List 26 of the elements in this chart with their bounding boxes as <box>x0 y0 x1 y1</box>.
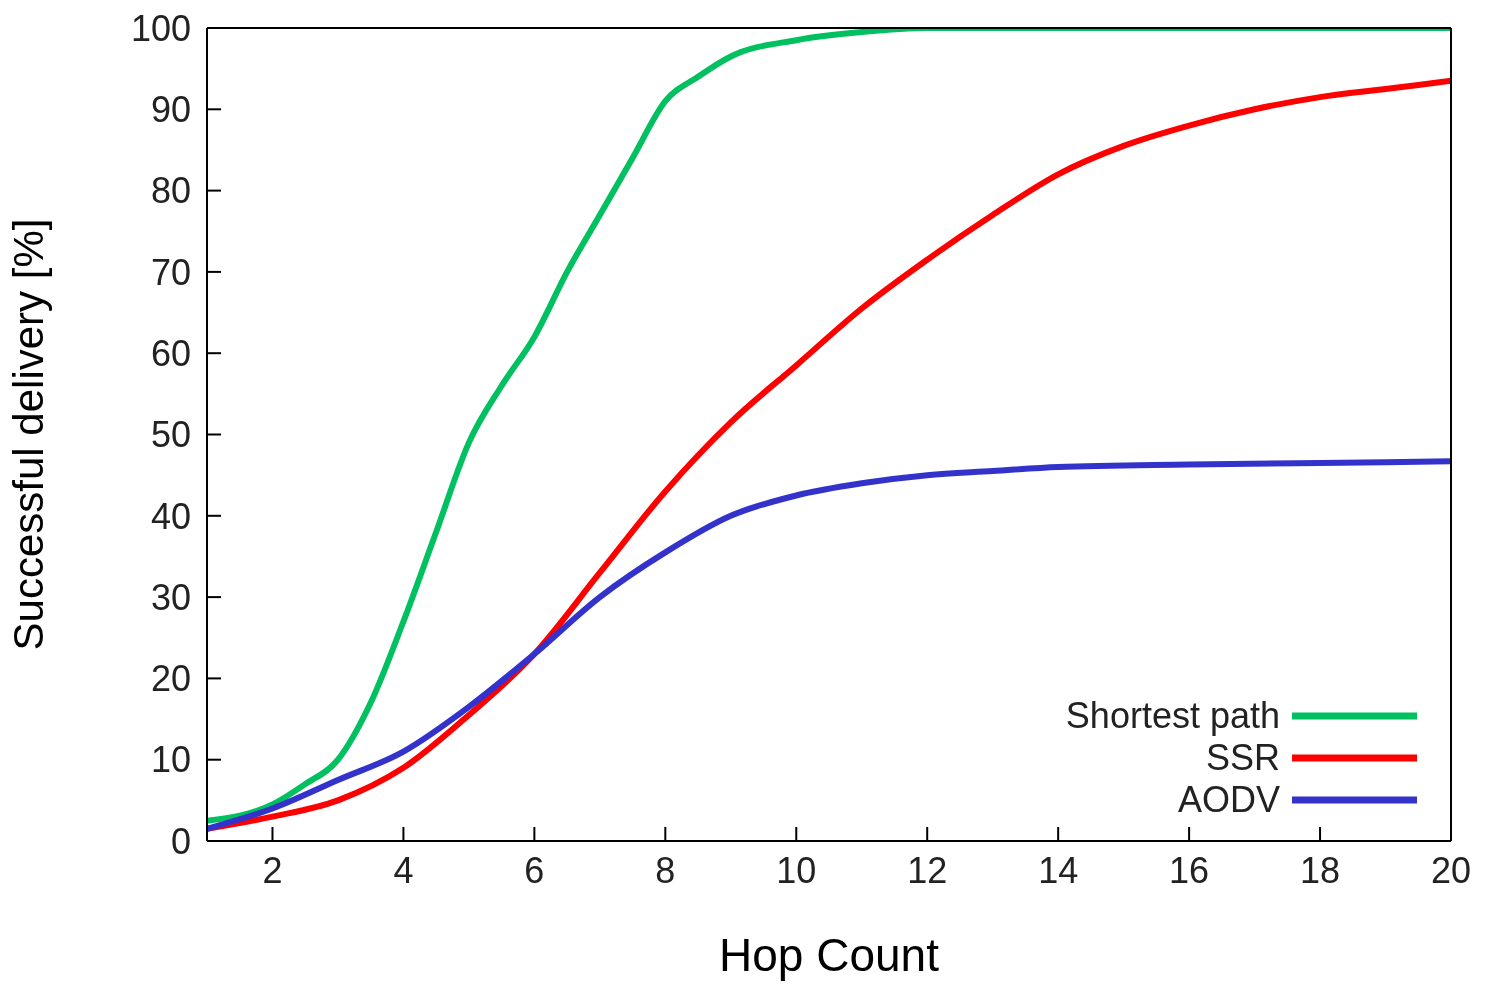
x-tick-label: 8 <box>655 849 676 891</box>
y-axis-title: Successful delivery [%] <box>4 218 52 651</box>
x-tick-label: 6 <box>524 849 545 891</box>
y-tick-label: 10 <box>150 739 191 781</box>
x-tick-label: 12 <box>907 849 948 891</box>
x-tick-label: 4 <box>393 849 414 891</box>
x-tick-label: 2 <box>262 849 283 891</box>
y-tick-label: 90 <box>150 89 191 131</box>
y-tick-label: 60 <box>150 332 191 374</box>
legend-label: AODV <box>1177 779 1280 821</box>
y-tick-label: 20 <box>150 658 191 700</box>
legend-label: Shortest path <box>1065 695 1280 737</box>
y-tick-label: 100 <box>130 7 191 49</box>
y-tick-label: 30 <box>150 576 191 618</box>
y-tick-label: 0 <box>170 820 191 862</box>
y-tick-label: 70 <box>150 251 191 293</box>
x-axis-title: Hop Count <box>719 929 940 981</box>
legend-label: SSR <box>1205 737 1280 779</box>
x-tick-label: 10 <box>776 849 817 891</box>
y-tick-label: 40 <box>150 495 191 537</box>
y-tick-label: 80 <box>150 170 191 212</box>
x-tick-label: 18 <box>1300 849 1341 891</box>
x-tick-label: 20 <box>1430 849 1472 891</box>
x-tick-label: 14 <box>1038 849 1079 891</box>
x-tick-label: 16 <box>1169 849 1210 891</box>
y-tick-label: 50 <box>150 414 191 456</box>
